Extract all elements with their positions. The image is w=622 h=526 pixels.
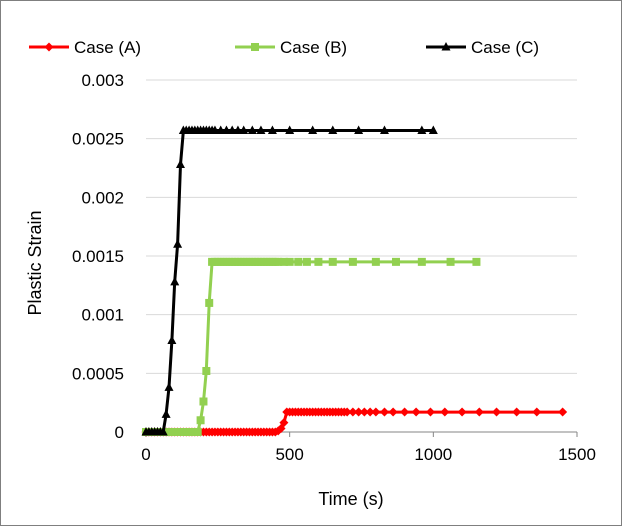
legend-marker — [441, 42, 451, 51]
data-point — [221, 125, 231, 134]
y-tick-label: 0.0005 — [72, 364, 124, 383]
legend: Case (A) Case (B) Case (C) — [29, 38, 539, 57]
y-tick-label: 0.0015 — [72, 247, 124, 266]
x-tick-label: 1000 — [414, 445, 452, 464]
data-point — [371, 257, 380, 266]
y-tick-label: 0.001 — [81, 306, 124, 325]
data-point — [227, 125, 237, 134]
data-point — [474, 407, 484, 417]
data-point — [167, 335, 177, 344]
data-point — [532, 407, 542, 417]
data-point — [457, 407, 467, 417]
legend-marker — [251, 43, 259, 51]
legend-marker — [44, 42, 54, 52]
data-point — [417, 125, 427, 134]
series-layer — [141, 125, 568, 437]
legend-label: Case (C) — [471, 38, 539, 57]
data-point — [285, 257, 294, 266]
data-point — [558, 407, 568, 417]
data-point — [425, 407, 435, 417]
data-point — [440, 407, 450, 417]
data-point — [472, 257, 481, 266]
data-point — [328, 125, 338, 134]
data-point — [354, 407, 364, 417]
data-point — [158, 427, 168, 436]
data-point — [359, 407, 369, 417]
data-point — [308, 125, 318, 134]
data-point — [388, 407, 398, 417]
series-case-c — [141, 125, 438, 436]
data-point — [173, 239, 183, 248]
x-tick-label: 500 — [275, 445, 303, 464]
data-point — [512, 407, 522, 417]
x-tick-label: 1500 — [558, 445, 596, 464]
data-point — [446, 257, 455, 266]
gridlines — [146, 79, 577, 433]
legend-item: Case (A) — [29, 38, 141, 57]
data-point — [328, 257, 337, 266]
data-point — [193, 428, 202, 436]
legend-label: Case (A) — [74, 38, 141, 57]
y-tick-label: 0 — [115, 423, 124, 442]
data-point — [239, 125, 249, 134]
data-point — [379, 407, 389, 417]
series-case-b — [142, 257, 481, 436]
data-point — [348, 407, 358, 417]
data-point — [400, 407, 410, 417]
data-point — [391, 257, 400, 266]
data-point — [411, 407, 421, 417]
legend-item: Case (B) — [235, 38, 347, 57]
data-point — [354, 125, 364, 134]
legend-label: Case (B) — [280, 38, 347, 57]
y-axis-title: Plastic Strain — [25, 210, 45, 315]
data-point — [199, 397, 208, 406]
data-point — [233, 125, 243, 134]
data-point — [285, 125, 295, 134]
data-point — [279, 257, 288, 266]
data-point — [247, 125, 257, 134]
data-point — [216, 125, 226, 134]
data-point — [175, 159, 185, 168]
data-point — [161, 409, 171, 418]
data-point — [274, 257, 283, 266]
series-line — [146, 260, 477, 434]
data-point — [342, 407, 352, 417]
data-point — [428, 125, 438, 134]
legend-item: Case (C) — [426, 38, 539, 57]
y-tick-label: 0.0025 — [72, 130, 124, 149]
data-point — [170, 276, 180, 286]
y-tick-label: 0.002 — [81, 188, 124, 207]
data-point — [256, 125, 266, 134]
data-point — [267, 125, 277, 134]
data-point — [379, 125, 389, 134]
data-point — [210, 125, 220, 134]
data-point — [164, 382, 174, 391]
y-axis: 0 0.0005 0.001 0.0015 0.002 0.0025 0.003 — [72, 71, 124, 442]
data-point — [294, 257, 303, 266]
data-point — [365, 407, 375, 417]
data-point — [302, 257, 311, 266]
data-point — [348, 257, 357, 266]
data-point — [279, 418, 289, 428]
data-point — [196, 416, 205, 425]
x-tick-label: 0 — [141, 445, 150, 464]
data-point — [417, 257, 426, 266]
data-point — [205, 298, 214, 307]
data-point — [492, 407, 502, 417]
y-tick-label: 0.003 — [81, 71, 124, 90]
data-point — [371, 407, 381, 417]
data-point — [314, 257, 323, 266]
series-line — [146, 129, 434, 434]
data-point — [202, 366, 211, 375]
x-axis: 0 500 1000 1500 — [141, 432, 596, 464]
x-axis-title: Time (s) — [318, 489, 383, 509]
